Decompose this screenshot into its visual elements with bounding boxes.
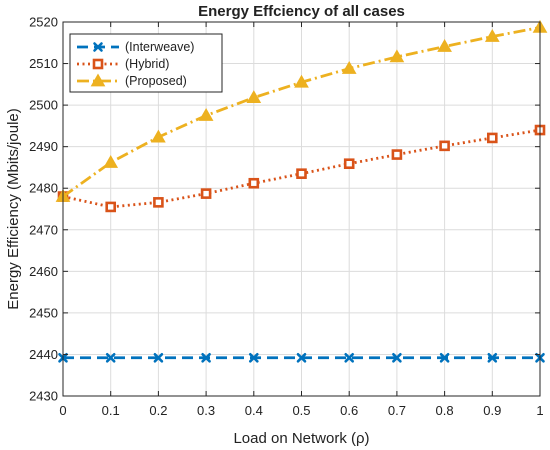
y-tick-label: 2430 <box>29 389 58 404</box>
x-marker-stroke <box>392 352 402 363</box>
x-tick-label: 0.6 <box>340 403 358 418</box>
x-tick-label: 0.8 <box>436 403 454 418</box>
data-point <box>201 352 211 363</box>
x-marker-stroke <box>344 352 355 363</box>
legend-marker <box>92 58 104 70</box>
data-point <box>103 154 119 168</box>
data-point <box>486 132 498 144</box>
data-point <box>487 352 498 363</box>
data-point <box>344 352 355 363</box>
data-point <box>343 158 355 170</box>
chart-title: Energy Effciency of all cases <box>198 3 405 20</box>
x-marker-stroke <box>249 352 259 363</box>
x-axis-label: Load on Network (ρ) <box>233 430 369 447</box>
y-tick-label: 2520 <box>29 15 58 30</box>
data-point <box>246 90 262 104</box>
x-tick-label: 0.7 <box>388 403 406 418</box>
data-point <box>437 39 452 52</box>
x-tick-label: 0 <box>59 403 66 418</box>
data-point <box>294 74 309 88</box>
data-point <box>296 168 307 179</box>
data-point <box>439 140 450 152</box>
x-marker-stroke <box>201 352 211 363</box>
data-point <box>153 197 164 208</box>
y-tick-label: 2510 <box>29 56 58 71</box>
data-point <box>151 129 166 143</box>
x-tick-labels: 0 0.1 0.2 0.3 0.4 0.5 0.6 0.7 0.8 0.9 1 <box>59 403 543 418</box>
y-tick-label: 2450 <box>29 305 58 320</box>
x-tick-label: 0.2 <box>149 403 167 418</box>
x-marker-stroke <box>487 352 498 363</box>
y-tick-label: 2500 <box>29 98 58 113</box>
x-marker-stroke <box>105 352 116 363</box>
x-tick-label: 0.4 <box>245 403 263 418</box>
y-tick-label: 2490 <box>29 139 58 154</box>
y-tick-label: 2460 <box>29 264 58 279</box>
series-0 <box>58 352 545 363</box>
legend-label-proposed: (Proposed) <box>125 74 187 88</box>
data-point <box>296 352 307 363</box>
y-axis-label: Energy Efficiency (Mbits/joule) <box>5 108 22 309</box>
series-2 <box>55 19 548 202</box>
x-marker-stroke <box>439 352 450 363</box>
y-tick-label: 2470 <box>29 222 58 237</box>
legend-label-interweave: (Interweave) <box>125 40 194 54</box>
data-point <box>389 49 405 63</box>
data-point <box>248 177 260 189</box>
data-point <box>439 352 450 363</box>
x-marker-stroke <box>153 352 164 363</box>
data-point <box>198 107 214 121</box>
x-tick-label: 0.3 <box>197 403 215 418</box>
x-marker-stroke <box>296 352 307 363</box>
tick-marks <box>62 21 541 397</box>
data-point <box>391 149 403 160</box>
data-point <box>249 352 259 363</box>
data-point <box>105 352 116 363</box>
series-layer <box>55 19 548 363</box>
y-tick-labels: 2430 2440 2450 2460 2470 2480 2490 2500 2510 2520 <box>29 15 58 404</box>
legend: (Interweave) (Hybrid) (Proposed) <box>69 33 223 93</box>
x-marker-stroke <box>93 42 103 52</box>
x-tick-label: 1 <box>536 403 543 418</box>
data-point <box>392 352 402 363</box>
data-point <box>484 29 500 42</box>
x-tick-label: 0.9 <box>483 403 501 418</box>
data-point <box>105 201 116 213</box>
data-point <box>341 61 357 74</box>
legend-symbols <box>77 42 119 87</box>
legend-label-hybrid: (Hybrid) <box>125 57 169 71</box>
y-tick-label: 2440 <box>29 347 58 362</box>
data-point <box>153 352 164 363</box>
x-tick-label: 0.5 <box>292 403 310 418</box>
y-tick-label: 2480 <box>29 181 58 196</box>
data-point <box>200 188 212 199</box>
legend-marker <box>93 42 103 52</box>
x-tick-label: 0.1 <box>102 403 120 418</box>
legend-marker <box>90 73 106 87</box>
